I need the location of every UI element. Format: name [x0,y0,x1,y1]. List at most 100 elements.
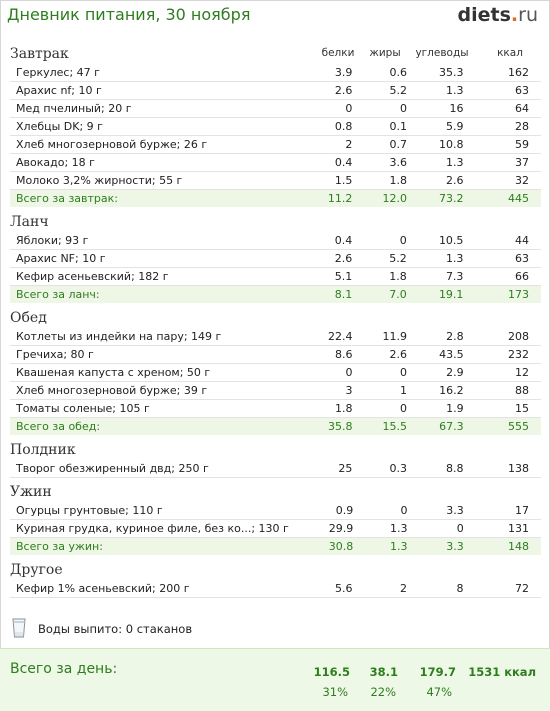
food-row[interactable]: Квашеная капуста с хреном; 50 г 0 0 2.9 12 [10,363,541,382]
site-logo[interactable]: diets.ru [458,4,538,26]
kcal-value: 12 [463,363,541,382]
column-header-kcal: ккал [497,47,523,59]
food-row[interactable]: Кефир асеньевский; 182 г 5.1 1.8 7.3 66 [10,267,541,286]
meal-total-row: Всего за завтрак: 11.2 12.0 73.2 445 [10,189,541,207]
protein-value: 5.6 [314,580,353,598]
food-name: Куриная грудка, куриное филе, без ко...;… [10,519,316,538]
day-total-label: Всего за день: [10,661,118,677]
meal-total-label: Всего за ланч: [10,285,315,303]
food-row[interactable]: Геркулес; 47 г 3.9 0.6 35.3 162 [10,64,541,82]
fat-value: 1 [352,381,408,400]
food-row[interactable]: Гречиха; 80 г 8.6 2.6 43.5 232 [10,345,541,364]
protein-total: 35.8 [314,417,353,435]
food-name: Авокадо; 18 г [10,153,315,172]
meal-title: Другое [10,562,63,578]
protein-value: 2.6 [314,81,353,100]
food-row[interactable]: Огурцы грунтовые; 110 г 0.9 0 3.3 17 [10,502,541,520]
fat-value: 0 [353,502,408,520]
meal-table-dinner: Котлеты из индейки на пару; 149 г 22.4 11.… [10,328,541,435]
fat-value: 0 [352,399,408,418]
food-row[interactable]: Котлеты из индейки на пару; 149 г 22.4 11.… [10,328,541,346]
food-row[interactable]: Арахис NF; 10 г 2.6 5.2 1.3 63 [10,249,541,268]
meal-total-label: Всего за ужин: [10,537,316,555]
food-row[interactable]: Молоко 3,2% жирности; 55 г 1.5 1.8 2.6 32 [10,171,541,190]
food-row[interactable]: Хлебцы DK; 9 г 0.8 0.1 5.9 28 [10,117,541,136]
protein-value: 0.8 [314,117,353,136]
food-name: Мед пчелиный; 20 г [10,99,315,118]
protein-value: 0.9 [315,502,354,520]
food-row[interactable]: Хлеб многозерновой бурже; 39 г 3 1 16.2 88 [10,381,541,400]
fat-value: 11.9 [352,328,408,346]
food-row[interactable]: Арахис nf; 10 г 2.6 5.2 1.3 63 [10,81,541,100]
carbs-value: 2.8 [407,328,464,346]
fat-value: 2 [352,580,407,598]
fat-value: 5.2 [352,249,407,268]
column-header-carbs: углеводы [415,47,469,59]
food-name: Яблоки; 93 г [10,232,315,250]
day-total-panel: Всего за день: 116.5 38.1 179.7 1531 кка… [0,648,550,711]
protein-total: 11.2 [314,189,353,207]
fat-value: 1.8 [352,171,407,190]
meal-table-snack: Творог обезжиренный двд; 250 г 25 0.3 8.8 13… [10,460,541,478]
fat-total: 15.5 [352,417,408,435]
carbs-value: 8.8 [406,460,464,478]
protein-value: 3.9 [314,64,353,82]
kcal-value: 162 [463,64,541,82]
protein-value: 1.8 [314,399,353,418]
food-row[interactable]: Творог обезжиренный двд; 250 г 25 0.3 8.8 13… [10,460,541,478]
food-row[interactable]: Кефир 1% асеньевский; 200 г 5.6 2 8 72 [10,580,541,598]
carbs-value: 5.9 [406,117,464,136]
protein-value: 5.1 [314,267,353,286]
fat-value: 5.2 [352,81,407,100]
meal-title: Ужин [10,484,52,500]
column-header-protein: белки [321,47,355,59]
kcal-value: 15 [463,399,541,418]
kcal-value: 138 [463,460,541,478]
page-header: Дневник питания, 30 ноября diets.ru [0,0,550,34]
meal-total-label: Всего за обед: [10,417,315,435]
kcal-value: 63 [463,81,541,100]
glass-icon[interactable] [12,618,26,638]
food-row[interactable]: Куриная грудка, куриное филе, без ко...;… [10,519,541,538]
protein-value: 25 [314,460,353,478]
food-name: Хлебцы DK; 9 г [10,117,315,136]
fat-value: 0 [352,99,407,118]
food-row[interactable]: Хлеб многозерновой бурже; 26 г 2 0.7 10.8 59 [10,135,541,154]
kcal-total: 173 [463,285,541,303]
fat-total: 12.0 [352,189,407,207]
carbs-value: 0 [407,519,464,538]
food-row[interactable]: Томаты соленые; 105 г 1.8 0 1.9 15 [10,399,541,418]
carbs-total: 73.2 [406,189,464,207]
food-row[interactable]: Мед пчелиный; 20 г 0 0 16 64 [10,99,541,118]
food-name: Творог обезжиренный двд; 250 г [10,460,315,478]
fat-value: 2.6 [352,345,408,364]
kcal-value: 59 [463,135,541,154]
column-header-fat: жиры [369,47,401,59]
protein-value: 0 [314,99,353,118]
food-row[interactable]: Яблоки; 93 г 0.4 0 10.5 44 [10,232,541,250]
protein-value: 8.6 [314,345,353,364]
carbs-value: 10.5 [406,232,464,250]
day-carbs-percent: 47% [426,685,452,699]
food-name: Квашеная капуста с хреном; 50 г [10,363,315,382]
meal-title: Полдник [10,442,76,458]
food-name: Кефир 1% асеньевский; 200 г [10,580,315,598]
protein-total: 8.1 [314,285,353,303]
meal-table-supper: Огурцы грунтовые; 110 г 0.9 0 3.3 17 Куриная… [10,502,541,555]
logo-tld: ru [518,4,538,26]
meal-table-breakfast: Геркулес; 47 г 3.9 0.6 35.3 162 Арахис nf; 1… [10,64,541,207]
carbs-value: 3.3 [407,502,464,520]
kcal-value: 72 [463,580,541,598]
carbs-value: 10.8 [406,135,464,154]
fat-value: 1.3 [353,519,408,538]
food-name: Арахис NF; 10 г [10,249,315,268]
day-protein-total: 116.5 [313,665,350,679]
food-row[interactable]: Авокадо; 18 г 0.4 3.6 1.3 37 [10,153,541,172]
kcal-value: 232 [463,345,541,364]
carbs-value: 8 [407,580,464,598]
day-carbs-total: 179.7 [419,665,456,679]
protein-value: 0.4 [314,232,353,250]
food-name: Арахис nf; 10 г [10,81,315,100]
kcal-value: 64 [463,99,541,118]
water-text: Воды выпито: 0 стаканов [38,622,193,636]
